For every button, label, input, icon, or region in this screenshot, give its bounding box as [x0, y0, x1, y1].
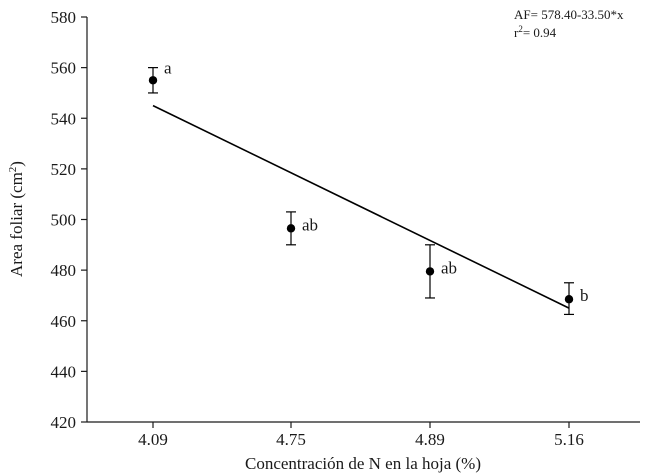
x-axis: 4.09 4.75 4.89 5.16: [87, 421, 640, 449]
regression-equation: AF= 578.40-33.50*x: [514, 7, 624, 22]
significance-letter: ab: [302, 215, 318, 234]
x-tick-label: 4.89: [415, 430, 445, 449]
y-axis-title-close: ): [7, 161, 26, 167]
y-ticks: 420 440 460 480 500 520 540 560 580: [51, 8, 87, 432]
x-tick-label: 5.16: [554, 430, 584, 449]
y-axis-title-text: Area foliar (cm: [7, 172, 26, 277]
y-tick-label: 480: [51, 261, 77, 280]
x-axis-title: Concentración de N en la hoja (%): [245, 454, 481, 473]
data-point: [286, 224, 296, 233]
data-point: [425, 267, 435, 276]
y-axis: 420 440 460 480 500 520 540 560 580: [51, 8, 88, 432]
error-bars: [148, 67, 574, 316]
y-tick-label: 500: [51, 211, 77, 230]
y-tick-label: 460: [51, 312, 77, 331]
data-point: [148, 76, 158, 85]
y-axis-title: Area foliar (cm2): [7, 161, 26, 277]
x-ticks: 4.09 4.75 4.89 5.16: [138, 422, 584, 449]
significance-letter: b: [580, 286, 589, 305]
r-squared-superscript: 2: [518, 24, 523, 34]
y-tick-label: 580: [51, 8, 77, 27]
y-tick-label: 540: [51, 109, 77, 128]
significance-letter: a: [164, 59, 172, 78]
x-tick-label: 4.75: [276, 430, 306, 449]
y-tick-label: 420: [51, 413, 77, 432]
data-points: [148, 76, 574, 304]
y-axis-title-superscript: 2: [7, 167, 19, 173]
significance-letter: ab: [441, 258, 457, 277]
regression-line: [152, 104, 570, 309]
data-point: [564, 295, 574, 304]
x-tick-label: 4.09: [138, 430, 168, 449]
y-tick-label: 560: [51, 59, 77, 78]
significance-letters: a ab ab b: [164, 59, 589, 306]
r-squared-label: r2= 0.94: [514, 24, 557, 40]
r-squared-value: = 0.94: [523, 25, 557, 40]
y-tick-label: 440: [51, 362, 77, 381]
r-squared-symbol: r: [514, 25, 519, 40]
y-tick-label: 520: [51, 160, 77, 179]
